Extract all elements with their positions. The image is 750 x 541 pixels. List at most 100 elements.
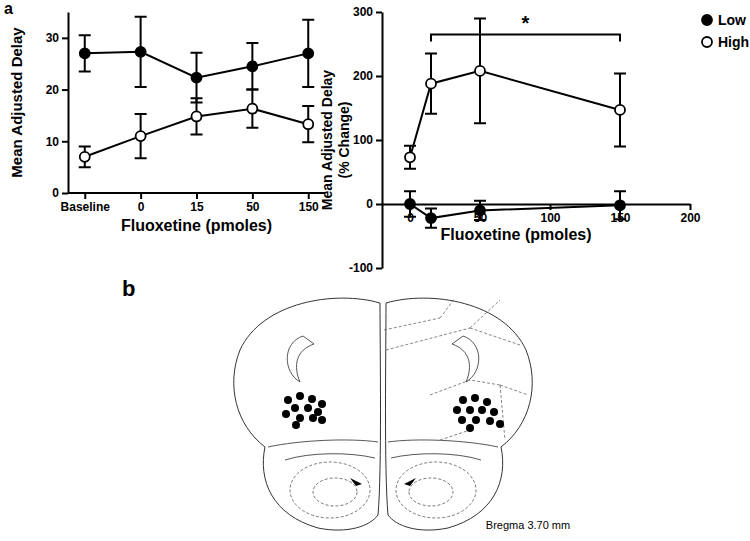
injection-site bbox=[296, 414, 304, 422]
x-tick-mark bbox=[308, 193, 310, 199]
hemisphere-left bbox=[234, 298, 381, 530]
y-tick: -100 bbox=[349, 261, 382, 275]
injection-site bbox=[486, 417, 494, 425]
series-line bbox=[410, 71, 620, 157]
point bbox=[615, 200, 625, 210]
legend-marker bbox=[702, 37, 712, 47]
brain-structure bbox=[452, 336, 479, 382]
x-tick-label: Baseline bbox=[61, 200, 111, 214]
x-tick-label: 0 bbox=[138, 200, 145, 214]
region-border bbox=[440, 298, 455, 318]
series bbox=[404, 18, 626, 168]
chart-left: 0102030Baseline01550150Fluoxetine (pmole… bbox=[4, 0, 325, 234]
annotation: * bbox=[431, 12, 620, 41]
injection-site bbox=[308, 395, 316, 403]
x-tick: 50 bbox=[474, 204, 488, 225]
y-tick: 200 bbox=[353, 69, 382, 83]
injection-site bbox=[471, 394, 479, 402]
legend-item: Low bbox=[702, 12, 746, 28]
y-tick: 300 bbox=[353, 5, 382, 19]
point bbox=[426, 79, 436, 89]
injection-site bbox=[292, 421, 300, 429]
point bbox=[303, 48, 313, 58]
brain-diagram: bBregma 3.70 mm bbox=[122, 276, 570, 531]
y-tick-mark bbox=[376, 204, 382, 206]
y-tick-mark bbox=[376, 268, 382, 270]
brain-structure bbox=[268, 440, 378, 447]
point bbox=[192, 111, 202, 121]
point bbox=[615, 105, 625, 115]
point bbox=[426, 213, 436, 223]
error-bar bbox=[135, 17, 147, 87]
y-tick-label: 0 bbox=[52, 186, 59, 200]
x-tick-mark bbox=[84, 193, 86, 199]
point bbox=[80, 152, 90, 162]
point bbox=[136, 131, 146, 141]
x-axis-line bbox=[383, 204, 691, 206]
error-bar bbox=[404, 191, 416, 217]
injection-site bbox=[466, 424, 474, 432]
plot-area bbox=[404, 18, 626, 227]
injection-site bbox=[478, 406, 486, 414]
y-tick-mark bbox=[62, 89, 68, 91]
x-axis: Baseline01550150 bbox=[61, 193, 325, 214]
error-bar bbox=[191, 98, 203, 134]
region-border bbox=[470, 300, 500, 328]
error-bar bbox=[135, 114, 147, 158]
brain-outline bbox=[386, 298, 533, 530]
brain-structure bbox=[287, 336, 314, 382]
panel-label: a bbox=[4, 0, 13, 17]
injection-site bbox=[496, 420, 504, 428]
x-tick: 0 bbox=[138, 193, 145, 214]
region-border bbox=[470, 328, 520, 345]
injection-site bbox=[466, 406, 474, 414]
y-tick-mark bbox=[62, 193, 68, 195]
error-bar bbox=[425, 54, 437, 114]
y-tick-mark bbox=[376, 140, 382, 142]
y-tick-mark bbox=[376, 76, 382, 78]
y-tick-label: 200 bbox=[353, 69, 373, 83]
y-tick: 20 bbox=[46, 83, 68, 97]
legend: Low High bbox=[702, 12, 749, 50]
injection-site bbox=[318, 400, 326, 408]
plot-area bbox=[79, 17, 314, 167]
y-axis: -100 0 100 200 300 bbox=[349, 5, 383, 275]
injection-site bbox=[291, 404, 299, 412]
error-bar bbox=[302, 20, 314, 87]
injection-site bbox=[304, 404, 312, 412]
point bbox=[475, 205, 485, 215]
error-bar bbox=[246, 43, 258, 90]
series-line bbox=[410, 204, 620, 218]
hemisphere-right bbox=[386, 298, 533, 530]
error-bar bbox=[79, 146, 91, 167]
injection-site bbox=[490, 408, 498, 416]
series bbox=[79, 17, 314, 103]
legend-item: High bbox=[702, 34, 749, 50]
point bbox=[247, 104, 257, 114]
error-bar bbox=[614, 73, 626, 146]
ventricle bbox=[350, 478, 362, 486]
error-bar bbox=[614, 191, 626, 219]
point bbox=[405, 152, 415, 162]
y-tick-label: 30 bbox=[46, 31, 60, 45]
chart-right: -1000100200300050100150200Fluoxetine (pm… bbox=[319, 5, 749, 275]
injection-site bbox=[483, 398, 491, 406]
injection-site bbox=[284, 396, 292, 404]
olfactory-region bbox=[396, 462, 476, 518]
error-bar bbox=[474, 201, 486, 220]
y-axis-line bbox=[68, 13, 70, 194]
injection-site bbox=[309, 414, 317, 422]
x-tick-mark bbox=[252, 193, 254, 199]
panel-label: b bbox=[122, 276, 135, 301]
y-tick-label: 20 bbox=[46, 83, 60, 97]
y-tick: 100 bbox=[353, 133, 382, 147]
injection-site bbox=[282, 410, 290, 418]
error-bar bbox=[191, 53, 203, 103]
point bbox=[80, 48, 90, 58]
region-border bbox=[440, 430, 470, 440]
x-tick-label: 50 bbox=[246, 200, 260, 214]
y-tick: 0 bbox=[366, 197, 382, 211]
y-tick-label: 100 bbox=[353, 133, 373, 147]
y-tick-label: 0 bbox=[366, 197, 373, 211]
x-tick-label: 150 bbox=[299, 200, 319, 214]
